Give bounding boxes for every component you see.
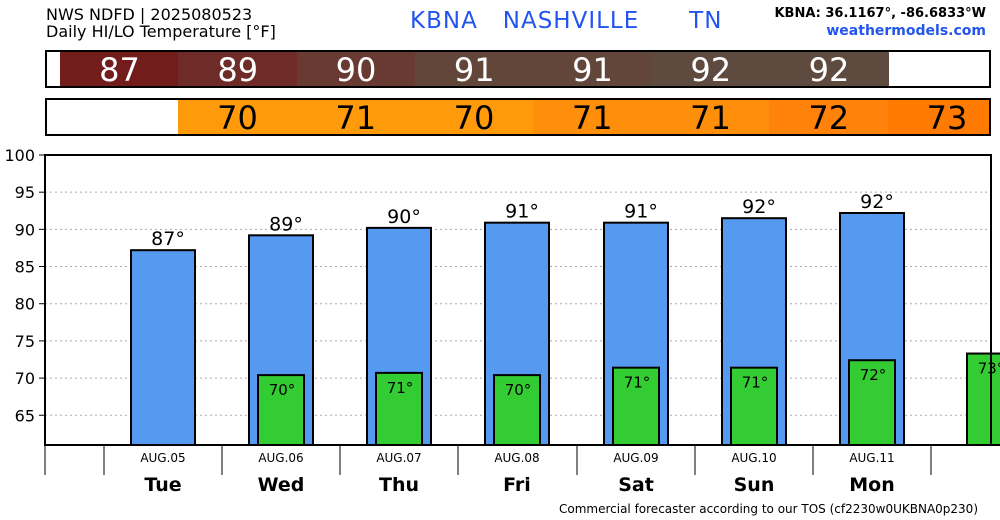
x-day-label: Sun bbox=[734, 474, 775, 496]
lo-bar bbox=[493, 374, 541, 447]
y-tick-label: 75 bbox=[15, 332, 35, 351]
station-coords: KBNA: 36.1167°, -86.6833°W bbox=[774, 6, 986, 21]
x-date-label: AUG.09 bbox=[613, 451, 658, 465]
hi-strip-cell: 92 bbox=[651, 52, 771, 86]
lo-strip-cell: 71 bbox=[296, 100, 416, 134]
footer-note: Commercial forecaster according to our T… bbox=[558, 502, 978, 516]
lo-strip-cell: 71 bbox=[651, 100, 770, 134]
site-link[interactable]: weathermodels.com bbox=[826, 23, 986, 39]
x-day-label: Sat bbox=[618, 474, 654, 496]
x-date-label: AUG.08 bbox=[494, 451, 539, 465]
y-tick-label: 80 bbox=[15, 295, 35, 314]
hi-bar-label: 89° bbox=[269, 213, 303, 235]
product-subtitle: Daily HI/LO Temperature [°F] bbox=[46, 22, 276, 41]
y-tick-label: 65 bbox=[15, 406, 35, 425]
hi-strip-cell: 89 bbox=[178, 52, 298, 86]
y-tick-label: 90 bbox=[15, 220, 35, 239]
plot-border bbox=[44, 154, 992, 446]
lo-bar-label: 72° bbox=[860, 366, 887, 384]
x-date-label: AUG.10 bbox=[731, 451, 776, 465]
x-day-label: Fri bbox=[503, 474, 531, 496]
lo-strip-cell: 72 bbox=[769, 100, 889, 134]
lo-bar bbox=[730, 366, 778, 446]
hi-strip-cell: 92 bbox=[769, 52, 889, 86]
hi-bar-label: 92° bbox=[860, 191, 894, 213]
station-title: KBNA NASHVILLE TN bbox=[410, 8, 722, 34]
y-tick-label: 100 bbox=[4, 146, 35, 165]
y-tick-label: 70 bbox=[15, 369, 35, 388]
lo-strip-cell: 70 bbox=[414, 100, 534, 134]
x-date-label: AUG.07 bbox=[376, 451, 421, 465]
lo-strip-cell: 71 bbox=[532, 100, 652, 134]
x-date-label: AUG.06 bbox=[258, 451, 303, 465]
x-day-label: Mon bbox=[849, 474, 895, 496]
x-date-label: AUG.11 bbox=[849, 451, 894, 465]
hi-temp-strip: 87 89 90 91 91 92 92 bbox=[45, 50, 991, 88]
hi-strip-cell: 91 bbox=[533, 52, 652, 86]
lo-bar-label: 71° bbox=[624, 374, 651, 392]
hi-bar bbox=[130, 249, 196, 446]
x-day-label: Tue bbox=[144, 474, 181, 496]
x-day-label: Thu bbox=[379, 474, 419, 496]
y-tick-label: 95 bbox=[15, 183, 35, 202]
hi-bar-label: 91° bbox=[505, 201, 539, 223]
station-state: TN bbox=[689, 8, 723, 34]
lo-bar bbox=[848, 359, 896, 447]
lo-bar bbox=[612, 366, 660, 446]
x-date-label: AUG.05 bbox=[140, 451, 185, 465]
lo-temp-strip: 70 71 70 71 71 72 73 bbox=[45, 98, 991, 136]
lo-bar-label: 71° bbox=[742, 374, 769, 392]
hi-strip-cell: 87 bbox=[60, 52, 179, 86]
lo-bar-label: 73° bbox=[978, 360, 1000, 378]
lo-strip-cell: 70 bbox=[178, 100, 297, 134]
station-id: KBNA bbox=[410, 8, 478, 34]
hi-bar-label: 91° bbox=[624, 201, 658, 223]
lo-bar-label: 70° bbox=[269, 381, 296, 399]
y-tick-label: 85 bbox=[15, 258, 35, 277]
hi-bar-label: 90° bbox=[387, 206, 421, 228]
lo-strip-cell: 73 bbox=[887, 100, 989, 134]
hi-strip-cell: 91 bbox=[414, 52, 534, 86]
hi-bar-label: 92° bbox=[742, 196, 776, 218]
station-city: NASHVILLE bbox=[502, 8, 640, 34]
product-title: NWS NDFD | 2025080523 bbox=[46, 5, 253, 24]
x-day-label: Wed bbox=[258, 474, 305, 496]
lo-bar-label: 70° bbox=[505, 381, 532, 399]
hi-strip-cell: 90 bbox=[296, 52, 416, 86]
lo-bar-label: 71° bbox=[387, 379, 414, 397]
hi-bar-label: 87° bbox=[151, 228, 185, 250]
